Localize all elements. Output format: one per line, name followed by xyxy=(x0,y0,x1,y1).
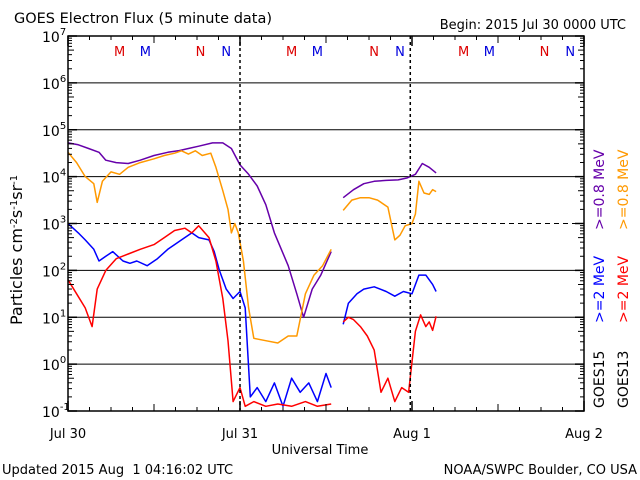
series-line-1 xyxy=(67,150,332,344)
legend-goes13-08mev: >=0.8 MeV xyxy=(616,149,632,230)
y-axis-label-exp-2: -1 xyxy=(9,200,20,210)
y-axis-label-base-3: sr xyxy=(7,184,26,199)
chart-title: GOES Electron Flux (5 minute data) xyxy=(14,11,272,27)
legend-goes13-2mev: >=2 MeV xyxy=(616,255,632,323)
y-tick-label: 103 xyxy=(42,215,66,234)
series-line-0 xyxy=(342,162,437,199)
eclipse-marker: N xyxy=(196,45,206,60)
series-line-3 xyxy=(342,314,437,403)
legend-goes15-2mev: >=2 MeV xyxy=(592,255,608,323)
series-line-1 xyxy=(342,180,437,241)
grid-lines xyxy=(68,82,584,365)
x-tick-label: Jul 30 xyxy=(49,427,86,442)
y-tick-label: 100 xyxy=(42,355,66,374)
y-tick-label: 10-1 xyxy=(42,402,70,421)
legend-goes15-08mev: >=0.8 MeV xyxy=(592,149,608,230)
data-series xyxy=(67,142,437,408)
y-tick-label: 106 xyxy=(42,74,66,93)
x-tick-label: Jul 31 xyxy=(221,427,258,442)
x-tick-label: Aug 2 xyxy=(565,427,603,442)
updated-timestamp: Updated 2015 Aug 1 04:16:02 UTC xyxy=(2,463,233,478)
legend-goes13-label: GOES13 xyxy=(616,351,632,408)
eclipse-marker: M xyxy=(484,45,495,60)
y-tick-label: 104 xyxy=(42,168,66,187)
eclipse-marker: N xyxy=(221,45,231,60)
y-tick-label: 102 xyxy=(42,261,66,280)
eclipse-marker: N xyxy=(395,45,405,60)
y-tick-label: 107 xyxy=(42,27,66,46)
series-line-0 xyxy=(67,142,332,319)
y-axis-label-base-2: s xyxy=(7,210,26,218)
eclipse-marker: M xyxy=(458,45,469,60)
eclipse-marker: M xyxy=(140,45,151,60)
y-tick-label: 105 xyxy=(42,121,66,140)
eclipse-marker: M xyxy=(286,45,297,60)
credit-label: NOAA/SWPC Boulder, CO USA xyxy=(444,463,637,478)
y-axis-label-exp-1: -2 xyxy=(9,218,20,228)
series-line-2 xyxy=(342,274,437,325)
y-axis-ticks: 10-1 100 101 102 103 104 105 106 107 xyxy=(42,27,584,421)
eclipse-marker: N xyxy=(540,45,550,60)
begin-label: Begin: 2015 Jul 30 0000 UTC xyxy=(440,18,626,33)
x-axis-label: Universal Time xyxy=(272,443,369,458)
series-line-3 xyxy=(67,225,332,408)
x-axis-ticks: Jul 30 Jul 31 Aug 1 Aug 2 xyxy=(49,36,603,442)
y-axis-label: Particles cm-2s-1sr-1 xyxy=(7,175,26,325)
local-midnight-lines xyxy=(239,36,412,411)
legend-goes15-label: GOES15 xyxy=(592,351,608,408)
y-axis-label-exp-3: -1 xyxy=(9,175,20,185)
eclipse-marker: N xyxy=(565,45,575,60)
x-tick-label: Aug 1 xyxy=(393,427,431,442)
eclipse-marker: M xyxy=(114,45,125,60)
legend: GOES15 GOES13 >=2 MeV >=2 MeV >=0.8 MeV … xyxy=(592,149,632,408)
y-tick-label: 101 xyxy=(42,308,66,327)
eclipse-marker: N xyxy=(369,45,379,60)
y-axis-label-base-1: Particles cm xyxy=(7,228,26,325)
eclipse-marker: M xyxy=(312,45,323,60)
